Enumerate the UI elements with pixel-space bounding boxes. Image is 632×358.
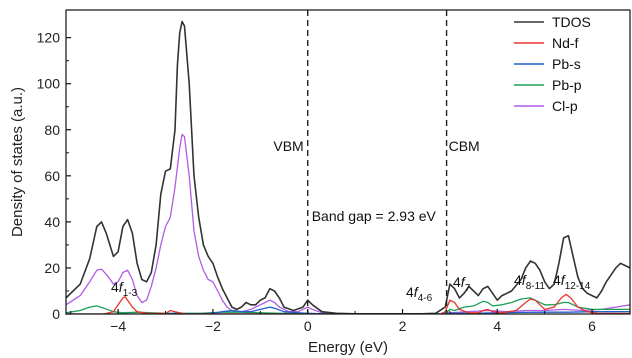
reference-lines-layer: VBM CBM Band gap = 2.93 eV: [273, 10, 480, 314]
annotation-4f: 4f12-14: [553, 272, 591, 292]
band-gap-label: Band gap = 2.93 eV: [312, 208, 437, 224]
legend-label-pb-s: Pb-s: [552, 56, 581, 72]
y-tick-label: 20: [44, 260, 60, 276]
x-tick-label: 0: [304, 318, 312, 334]
y-tick-label: 60: [44, 168, 60, 184]
x-tick-label: 2: [399, 318, 407, 334]
x-tick-label: −2: [205, 318, 221, 334]
x-tick-label: 4: [493, 318, 501, 334]
annotation-4f: 4f1-3: [111, 279, 138, 299]
legend-label-cl-p: Cl-p: [552, 98, 578, 114]
y-tick-label: 0: [52, 306, 60, 322]
y-axis-title: Density of states (a.u.): [9, 87, 26, 237]
annotation-4f: 4f8-11: [514, 272, 545, 292]
legend-label-pb-p: Pb-p: [552, 77, 582, 93]
series-line-pb-p: [66, 297, 630, 314]
legend-label-tdos: TDOS: [552, 14, 591, 30]
y-tick-label: 120: [37, 30, 61, 46]
x-tick-label: −4: [110, 318, 126, 334]
y-tick-label: 40: [44, 214, 60, 230]
annotation-4f: 4f7: [453, 274, 471, 294]
legend: TDOS Nd-f Pb-s Pb-p Cl-p: [514, 14, 591, 114]
plot-frame: [65, 9, 631, 315]
series-line-cl-p: [66, 133, 630, 314]
reference-label-vbm: VBM: [273, 138, 303, 154]
reference-label-cbm: CBM: [449, 138, 480, 154]
y-tick-label: 100: [37, 76, 61, 92]
legend-label-nd-f: Nd-f: [552, 35, 579, 51]
x-axis-title: Energy (eV): [308, 339, 388, 356]
y-tick-label: 80: [44, 122, 60, 138]
series-line-nd-f: [66, 293, 630, 314]
annotation-4f: 4f4-6: [406, 284, 433, 304]
annotations-layer: 4f1-3 4f4-6 4f7 4f8-11 4f12-14: [111, 272, 591, 304]
series-line-tdos: [66, 20, 630, 314]
x-tick-label: 6: [588, 318, 596, 334]
